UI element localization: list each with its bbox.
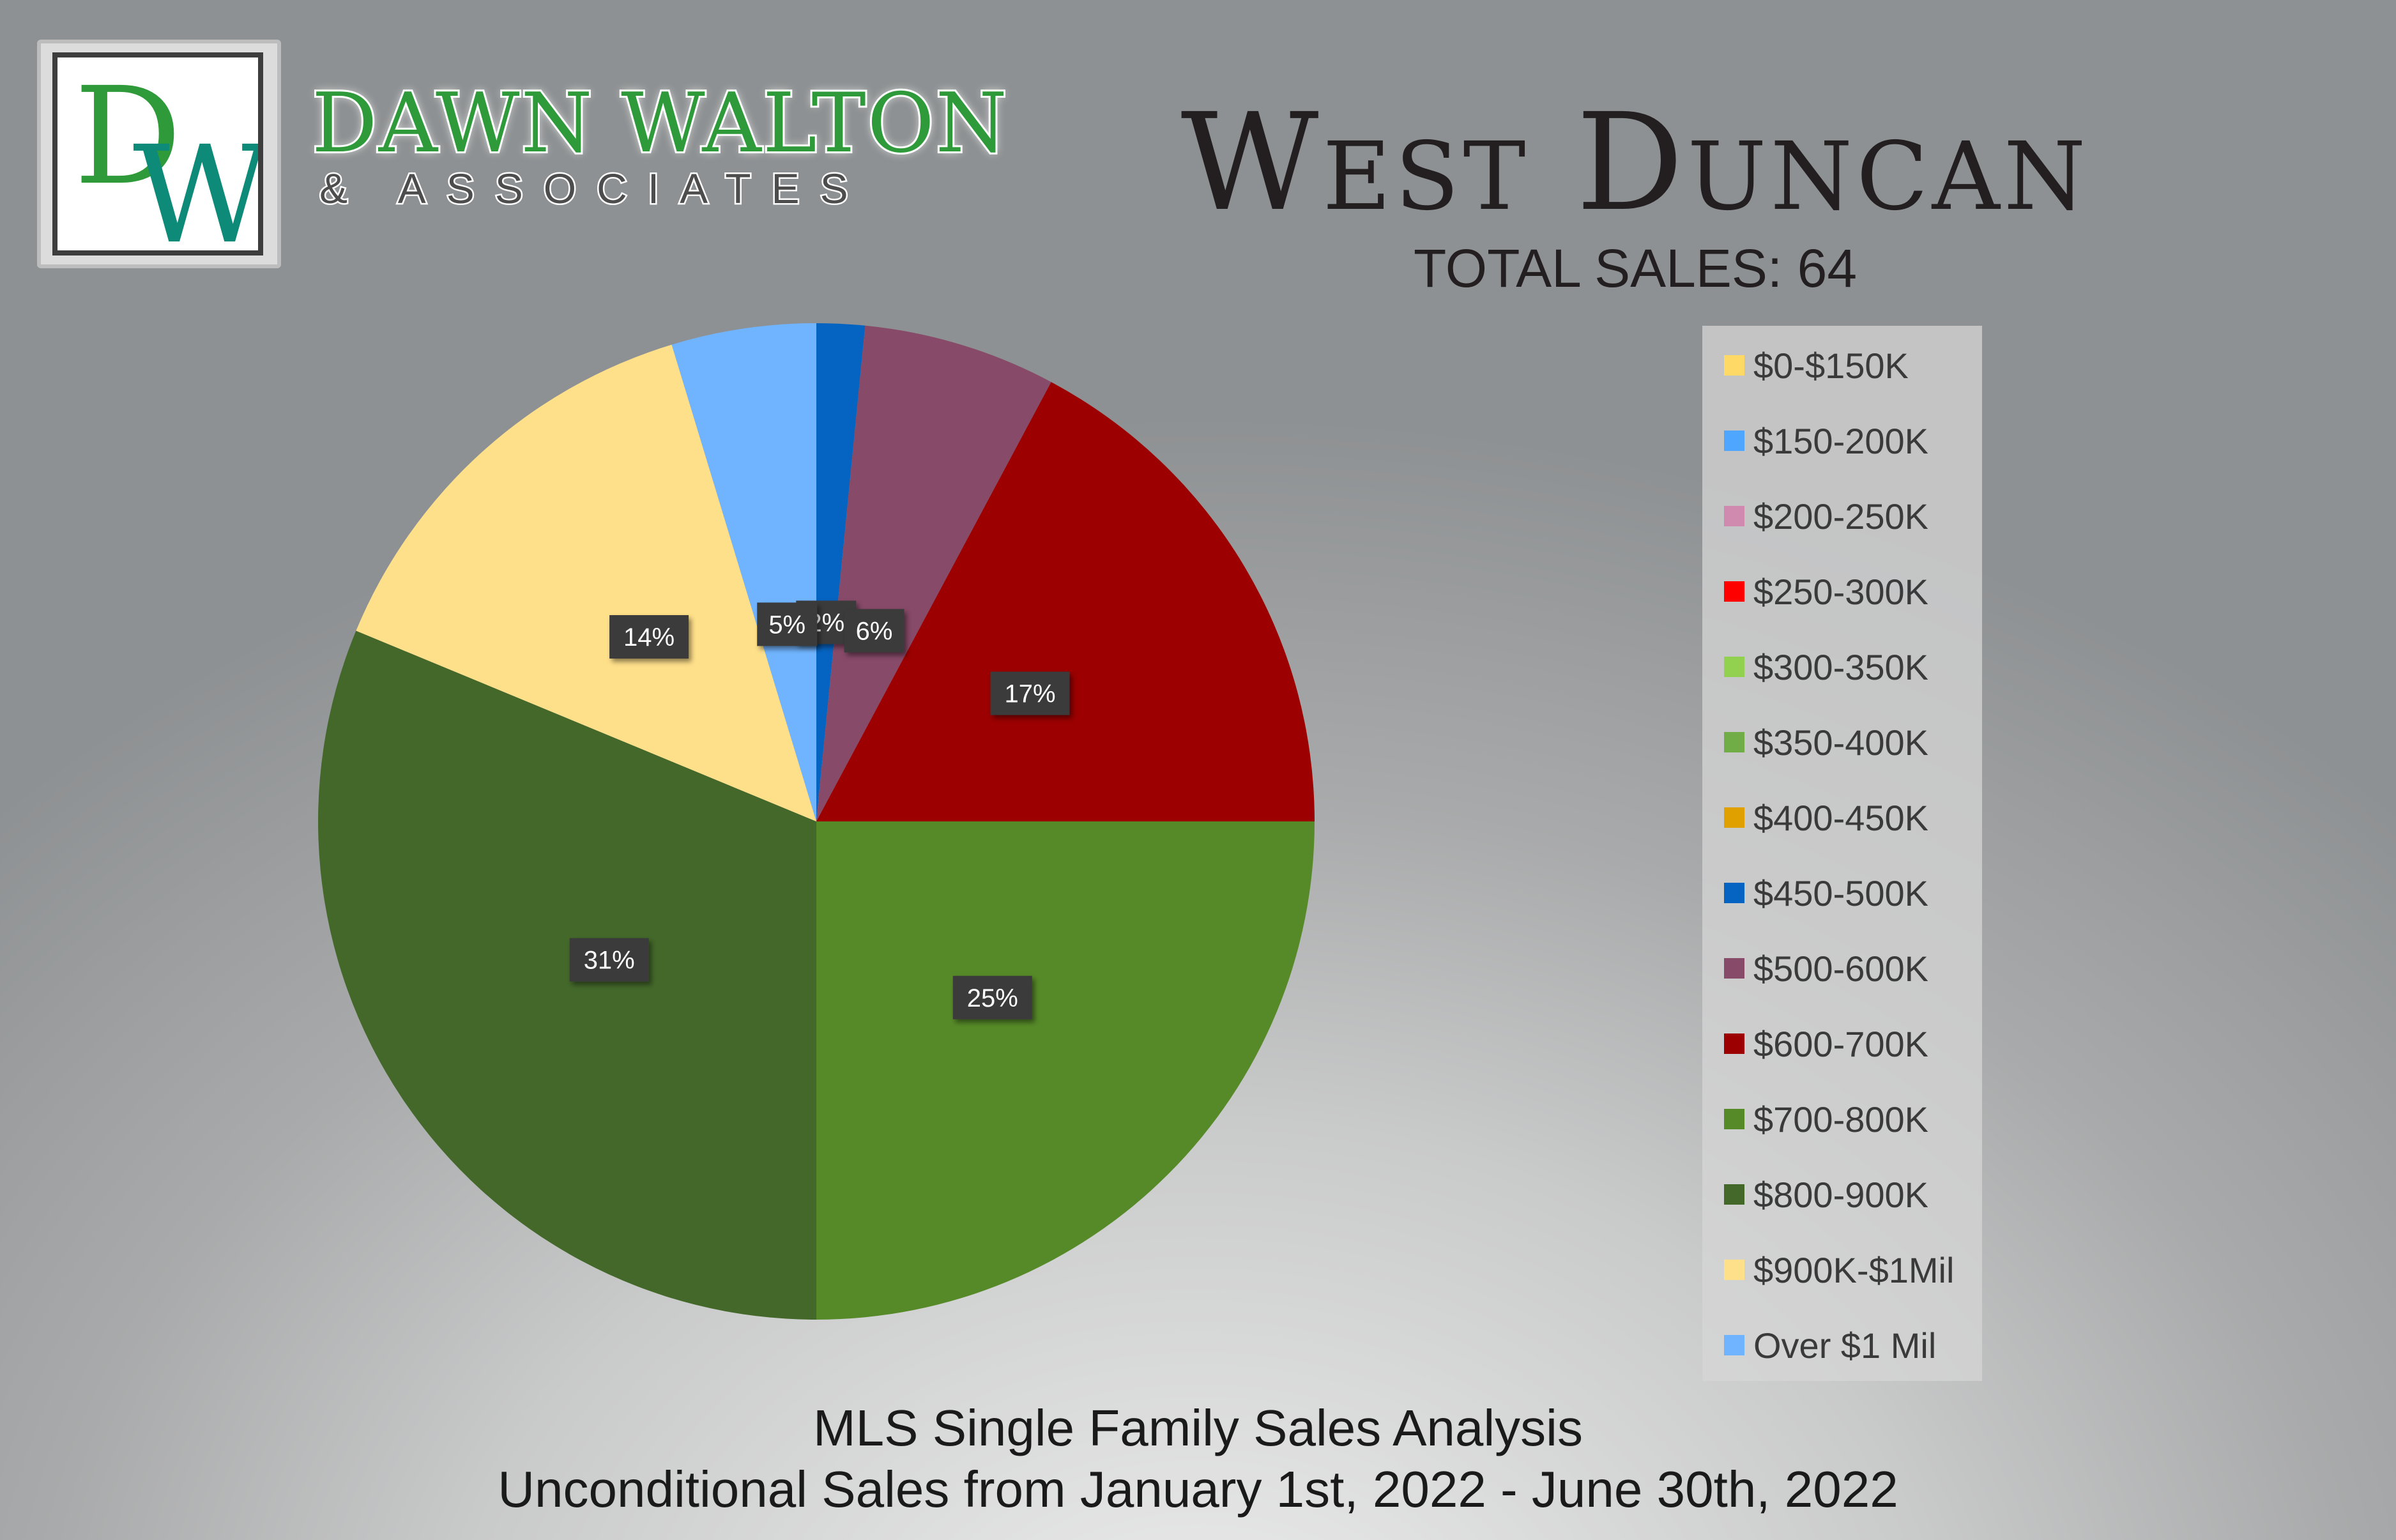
legend-item: $700-800K: [1724, 1094, 1928, 1145]
legend-label: $0-$150K: [1753, 345, 1909, 386]
data-label: 31%: [569, 938, 649, 982]
legend-label: $200-250K: [1753, 496, 1929, 537]
legend-label: $600-700K: [1753, 1023, 1929, 1064]
legend-label: $250-300K: [1753, 571, 1929, 612]
legend-swatch: [1724, 657, 1744, 677]
legend-item: $0-$150K: [1724, 340, 1909, 391]
legend-item: $500-600K: [1724, 943, 1928, 994]
legend-swatch: [1724, 807, 1744, 828]
legend-swatch: [1724, 883, 1744, 903]
logo-letter-w: W: [133, 117, 258, 250]
data-label-text: 14%: [623, 623, 675, 652]
data-label: 17%: [990, 671, 1070, 715]
dw-monogram-icon: D W: [74, 58, 271, 273]
data-label-box: [844, 609, 904, 653]
legend-swatch: [1724, 1033, 1744, 1054]
pie-slice--500-600k: [816, 325, 1051, 821]
legend-label: $900K-$1Mil: [1753, 1249, 1955, 1290]
legend-swatch: [1724, 506, 1744, 526]
footer-date-range: Unconditional Sales from January 1st, 20…: [498, 1461, 1898, 1518]
data-label: 5%: [757, 602, 818, 646]
legend-swatch: [1724, 958, 1744, 979]
legend-swatch: [1724, 1184, 1744, 1205]
data-label-text: 6%: [856, 617, 893, 645]
legend-item: $350-400K: [1724, 717, 1928, 768]
legend-item: $600-700K: [1724, 1018, 1928, 1069]
legend-swatch: [1724, 355, 1744, 376]
data-label: 6%: [844, 609, 904, 653]
pie-slice--800-900k: [317, 630, 816, 1320]
legend-label: $300-350K: [1753, 646, 1929, 687]
data-label-box: [952, 975, 1032, 1019]
legend-item: $450-500K: [1724, 867, 1928, 919]
data-label-text: 31%: [584, 947, 635, 975]
legend-label: $500-600K: [1753, 948, 1929, 989]
data-label: 14%: [609, 615, 689, 659]
data-label-text: 17%: [1004, 680, 1055, 708]
legend-item: $250-300K: [1724, 566, 1928, 617]
legend-item: $300-350K: [1724, 641, 1928, 692]
brand-name: DAWN WALTON: [310, 76, 1009, 171]
legend-item: $400-450K: [1724, 792, 1928, 843]
page-title: West Duncan: [1180, 84, 2090, 241]
legend-item: Over $1 Mil: [1724, 1320, 1936, 1371]
legend-swatch: [1724, 1260, 1744, 1280]
legend-label: $150-200K: [1753, 420, 1929, 461]
pie-slice--900k-1mil: [356, 344, 816, 821]
footer-title: MLS Single Family Sales Analysis: [813, 1399, 1583, 1456]
data-label-box: [609, 615, 689, 659]
data-label-box: [990, 671, 1070, 715]
logo-frame: D W: [52, 52, 271, 273]
data-label-text: 5%: [768, 611, 805, 639]
data-label-box: [569, 938, 649, 982]
legend-swatch: [1724, 1109, 1744, 1129]
legend-swatch: [1724, 431, 1744, 451]
legend-label: $400-450K: [1753, 797, 1929, 838]
pie-slice--450-500k: [816, 323, 866, 821]
legend-label: $800-900K: [1753, 1174, 1929, 1215]
total-sales: TOTAL SALES: 64: [1413, 238, 1858, 298]
legend-label: Over $1 Mil: [1753, 1325, 1937, 1366]
logo-letter-d: D: [74, 58, 181, 215]
data-label: 25%: [952, 975, 1032, 1019]
legend-label: $700-800K: [1753, 1099, 1929, 1140]
data-label-text: 25%: [967, 984, 1018, 1012]
legend-label: $450-500K: [1753, 873, 1929, 913]
chart-legend: $0-$150K $150-200K $200-250K $250-300K $300-…: [1702, 326, 1982, 1381]
brand-subtitle: & ASSOCIATES: [318, 165, 869, 212]
legend-swatch: [1724, 1335, 1744, 1355]
pie-slice--700-800k: [816, 821, 1315, 1320]
data-label-box: [757, 602, 818, 646]
legend-item: $200-250K: [1724, 491, 1928, 542]
legend-item: $150-200K: [1724, 415, 1928, 466]
legend-item: $900K-$1Mil: [1724, 1244, 1954, 1295]
legend-swatch: [1724, 732, 1744, 752]
logo: D W: [37, 40, 281, 273]
pie-slice-over-1-mil: [671, 323, 816, 821]
pie-slice--600-700k: [816, 382, 1315, 821]
legend-swatch: [1724, 581, 1744, 602]
legend-item: $800-900K: [1724, 1169, 1928, 1220]
legend-label: $350-400K: [1753, 722, 1929, 763]
